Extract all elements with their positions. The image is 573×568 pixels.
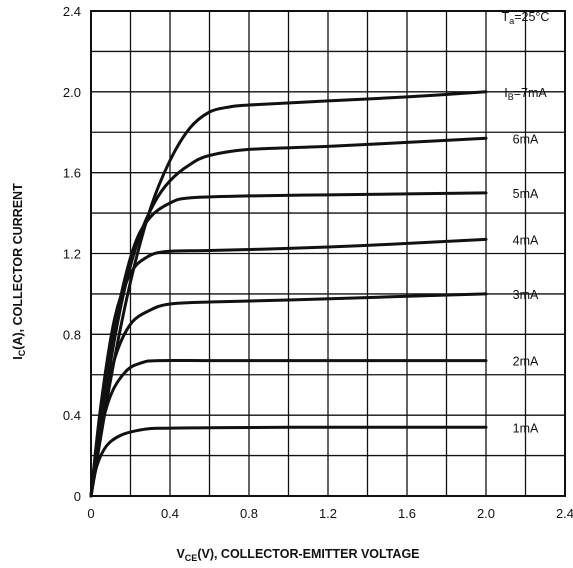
x-tick-label: 2.0 [477,506,495,521]
y-tick-labels: 0 0.4 0.8 1.2 1.6 2.0 2.4 [63,4,81,504]
curve-label: 5mA [513,187,539,201]
x-tick-label: 2.4 [556,506,573,521]
curve-labels: IB=7mA 6mA 5mA 4mA 3mA 2mA 1mA [504,86,547,435]
curve-label: 3mA [513,288,539,302]
curve-label: 1mA [513,421,539,435]
y-tick-label: 0.4 [63,408,81,423]
y-tick-label: 0 [74,489,81,504]
curve-3ma [89,292,488,498]
x-tick-label: 0.4 [161,506,179,521]
x-tick-label: 0.8 [240,506,258,521]
temperature-annotation: Ta=25°C [502,10,550,26]
x-tick-label: 1.2 [319,506,337,521]
y-tick-label: 1.2 [63,247,81,262]
grid [91,11,565,496]
curve-1ma [89,425,488,498]
curve-6ma [89,136,488,498]
x-axis-title: VCE(V), COLLECTOR-EMITTER VOLTAGE [176,547,419,563]
curve-label: IB=7mA [504,86,547,102]
curve-2ma [89,358,488,498]
curve-label: 4mA [513,233,539,247]
curve-4ma [89,237,488,498]
y-tick-label: 1.6 [63,166,81,181]
y-tick-label: 2.4 [63,4,81,19]
x-tick-label: 0 [87,506,94,521]
curves [89,90,488,498]
x-tick-labels: 0 0.4 0.8 1.2 1.6 2.0 2.4 [87,506,573,521]
plot-frame [90,10,566,497]
curve-label: 2mA [513,355,539,369]
y-axis-title: IC(A), COLLECTOR CURRENT [11,183,27,360]
curve-label: 6mA [513,132,539,146]
y-tick-label: 2.0 [63,85,81,100]
x-tick-label: 1.6 [398,506,416,521]
y-tick-label: 0.8 [63,327,81,342]
curve-ib7ma [89,90,488,498]
